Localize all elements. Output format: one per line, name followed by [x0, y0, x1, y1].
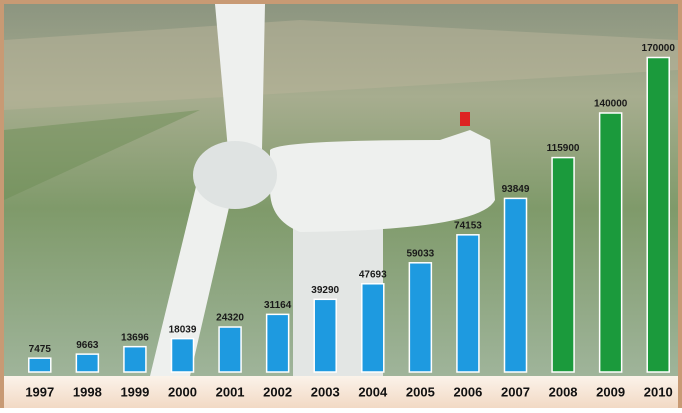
x-tick-label: 2001 [216, 384, 245, 399]
x-tick-label: 2003 [311, 384, 340, 399]
value-label: 39290 [311, 285, 339, 296]
x-tick-label: 1998 [73, 384, 102, 399]
value-label: 9663 [76, 340, 99, 351]
value-label: 18039 [169, 324, 197, 335]
axis-strip [4, 376, 678, 408]
bar [265, 313, 290, 373]
value-label: 74153 [454, 220, 482, 231]
value-label: 24320 [216, 313, 244, 324]
x-tick-label: 2005 [406, 384, 435, 399]
bar [646, 56, 670, 373]
value-label: 115900 [547, 143, 580, 154]
x-tick-label: 2006 [453, 384, 482, 399]
bar [456, 234, 480, 373]
bar [170, 337, 195, 373]
x-tick-label: 2007 [501, 384, 530, 399]
bar [503, 197, 528, 373]
field [4, 110, 200, 200]
bar [75, 353, 100, 373]
x-tick-label: 2000 [168, 384, 197, 399]
bar [598, 112, 623, 373]
bar [408, 262, 433, 373]
bar [361, 283, 385, 373]
x-tick-label: 1997 [25, 384, 54, 399]
value-label: 59033 [406, 248, 434, 259]
value-label: 7475 [29, 344, 52, 355]
bar [313, 298, 337, 373]
x-tick-label: 2010 [644, 384, 673, 399]
x-tick-label: 1999 [120, 384, 149, 399]
x-tick-label: 2008 [549, 384, 578, 399]
x-tick-label: 2004 [358, 384, 388, 399]
x-tick-label: 2009 [596, 384, 625, 399]
x-tick-label: 2002 [263, 384, 292, 399]
value-label: 93849 [502, 184, 530, 195]
bar [123, 345, 147, 373]
value-label: 13696 [121, 332, 149, 343]
bar [551, 156, 575, 373]
value-label: 47693 [359, 269, 387, 280]
value-label: 140000 [594, 99, 628, 110]
value-label: 31164 [264, 300, 292, 311]
field [4, 20, 678, 110]
value-label: 170000 [642, 43, 676, 54]
bar [218, 326, 242, 373]
bar [28, 357, 52, 373]
